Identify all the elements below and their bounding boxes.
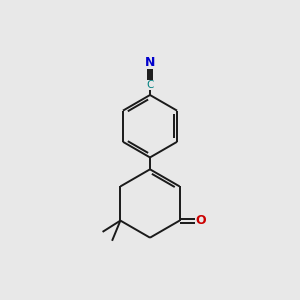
Text: O: O <box>196 214 206 227</box>
Text: N: N <box>145 56 155 69</box>
Text: C: C <box>146 80 154 90</box>
